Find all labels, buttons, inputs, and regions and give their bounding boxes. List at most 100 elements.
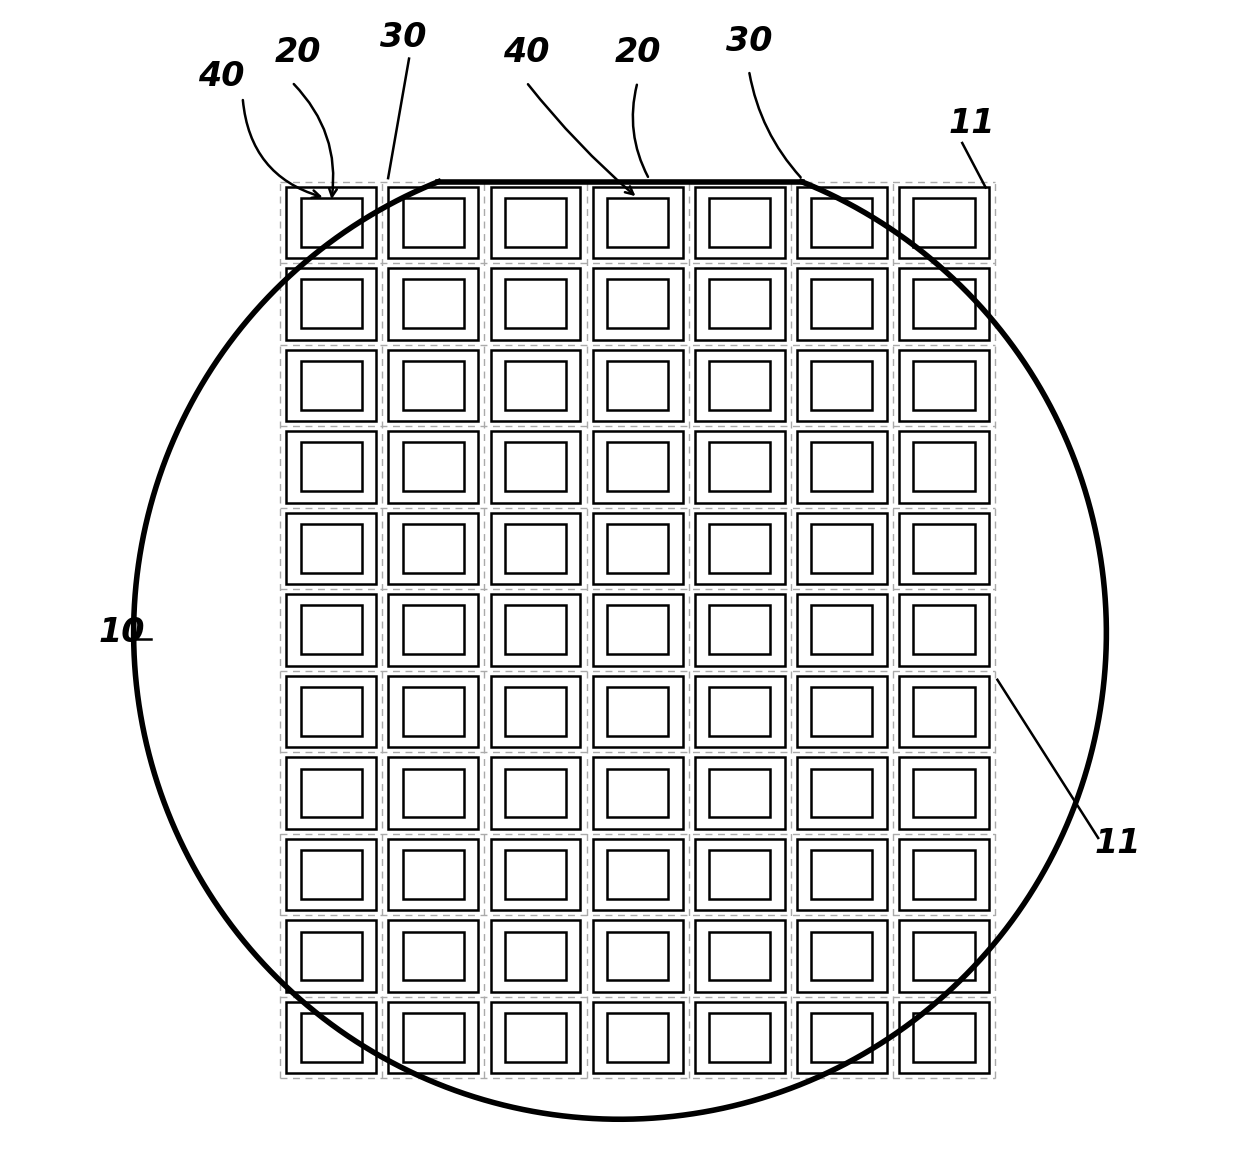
- Bar: [403, 1013, 464, 1062]
- Bar: [709, 932, 770, 981]
- Bar: [811, 1013, 873, 1062]
- Bar: [606, 198, 668, 247]
- Bar: [286, 675, 376, 748]
- Bar: [300, 932, 362, 981]
- Bar: [797, 839, 887, 911]
- Text: 20: 20: [274, 36, 321, 69]
- Bar: [491, 594, 580, 666]
- Bar: [505, 769, 567, 817]
- Bar: [300, 198, 362, 247]
- Bar: [709, 279, 770, 328]
- Bar: [694, 268, 785, 340]
- Bar: [914, 443, 975, 491]
- Bar: [300, 524, 362, 573]
- Bar: [797, 757, 887, 829]
- Bar: [300, 606, 362, 654]
- Bar: [606, 443, 668, 491]
- Bar: [388, 349, 479, 421]
- Bar: [300, 850, 362, 899]
- Bar: [914, 1013, 975, 1062]
- Bar: [286, 186, 376, 258]
- Bar: [606, 279, 668, 328]
- Bar: [491, 920, 580, 992]
- Bar: [491, 431, 580, 503]
- Bar: [606, 524, 668, 573]
- Bar: [505, 443, 567, 491]
- Bar: [403, 606, 464, 654]
- Bar: [491, 349, 580, 421]
- Bar: [797, 1002, 887, 1074]
- Bar: [694, 675, 785, 748]
- Bar: [709, 1013, 770, 1062]
- Bar: [811, 524, 873, 573]
- Bar: [694, 594, 785, 666]
- Bar: [709, 606, 770, 654]
- Bar: [505, 687, 567, 736]
- Bar: [505, 361, 567, 410]
- Bar: [505, 932, 567, 981]
- Bar: [606, 606, 668, 654]
- Text: 30: 30: [725, 25, 773, 57]
- Bar: [606, 687, 668, 736]
- Bar: [797, 675, 887, 748]
- Bar: [491, 675, 580, 748]
- Bar: [403, 279, 464, 328]
- Bar: [709, 361, 770, 410]
- Bar: [899, 186, 990, 258]
- Bar: [286, 839, 376, 911]
- Bar: [797, 349, 887, 421]
- Bar: [694, 349, 785, 421]
- Bar: [797, 186, 887, 258]
- Bar: [388, 512, 479, 585]
- Bar: [606, 769, 668, 817]
- Bar: [694, 839, 785, 911]
- Bar: [694, 1002, 785, 1074]
- Text: 40: 40: [503, 36, 549, 69]
- Bar: [899, 349, 990, 421]
- Bar: [403, 850, 464, 899]
- Bar: [593, 920, 682, 992]
- Bar: [797, 594, 887, 666]
- Bar: [593, 431, 682, 503]
- Bar: [797, 920, 887, 992]
- Bar: [286, 512, 376, 585]
- Bar: [709, 850, 770, 899]
- Bar: [899, 757, 990, 829]
- Bar: [300, 361, 362, 410]
- Bar: [899, 512, 990, 585]
- Bar: [491, 1002, 580, 1074]
- Bar: [606, 850, 668, 899]
- Bar: [388, 594, 479, 666]
- Bar: [403, 932, 464, 981]
- Bar: [300, 1013, 362, 1062]
- Bar: [593, 1002, 682, 1074]
- Bar: [593, 512, 682, 585]
- Bar: [914, 932, 975, 981]
- Bar: [797, 268, 887, 340]
- Bar: [914, 687, 975, 736]
- Bar: [388, 431, 479, 503]
- Text: 10: 10: [99, 616, 145, 649]
- Bar: [286, 349, 376, 421]
- Bar: [593, 594, 682, 666]
- Bar: [797, 512, 887, 585]
- Bar: [300, 279, 362, 328]
- Bar: [388, 186, 479, 258]
- Bar: [388, 839, 479, 911]
- Bar: [694, 186, 785, 258]
- Bar: [286, 920, 376, 992]
- Text: 30: 30: [379, 21, 427, 54]
- Bar: [709, 687, 770, 736]
- Bar: [811, 443, 873, 491]
- Bar: [505, 606, 567, 654]
- Bar: [593, 268, 682, 340]
- Text: 11: 11: [949, 107, 994, 139]
- Bar: [914, 279, 975, 328]
- Bar: [300, 687, 362, 736]
- Bar: [505, 198, 567, 247]
- Bar: [811, 769, 873, 817]
- Bar: [593, 349, 682, 421]
- Bar: [694, 512, 785, 585]
- Bar: [286, 594, 376, 666]
- Bar: [300, 443, 362, 491]
